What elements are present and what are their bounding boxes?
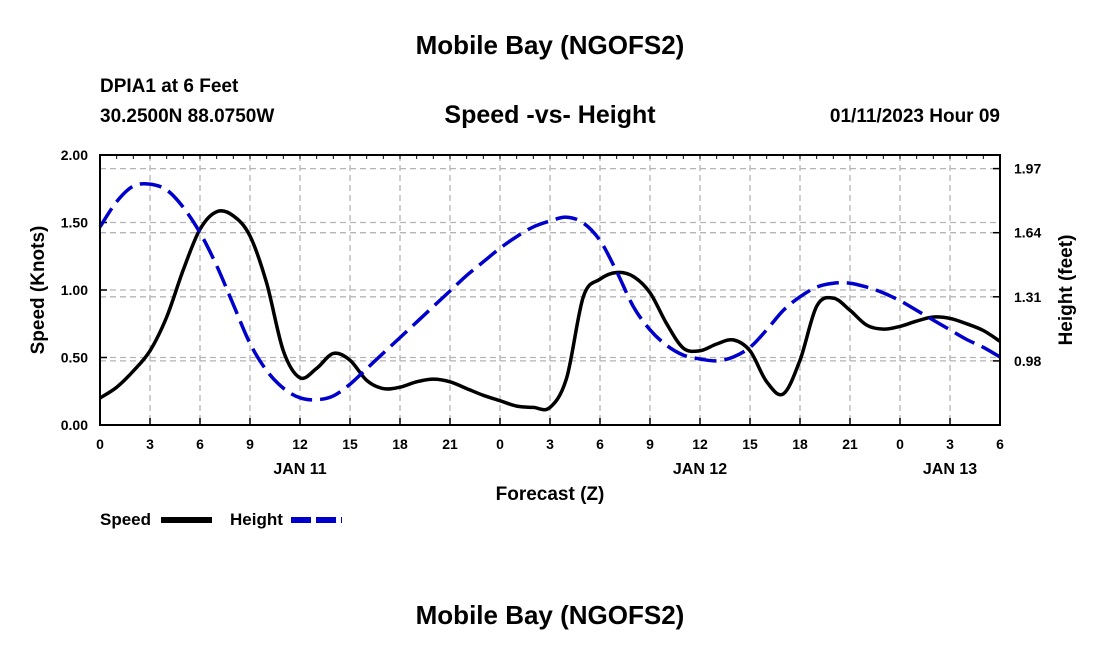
next-chart-title: Mobile Bay (NGOFS2) — [415, 600, 685, 630]
x-tick-label: 0 — [96, 436, 104, 452]
x-axis-label: Forecast (Z) — [496, 484, 605, 505]
axis-labels: 0 3 6 9 12 15 18 21 0 3 6 9 12 15 18 21 0 3 6 0.00 0.50 1.00 1… — [61, 147, 1042, 478]
legend: Speed Height — [100, 510, 342, 529]
station-label: DPIA1 at 6 Feet — [100, 76, 239, 97]
date-label: JAN 11 — [273, 461, 326, 478]
forecast-datetime: 01/11/2023 Hour 09 — [829, 106, 1000, 127]
legend-label-speed: Speed — [100, 510, 151, 529]
y-axis-label: Speed (Knots) — [28, 226, 49, 355]
series-line-speed — [99, 209, 1001, 412]
x-tick-label: 21 — [442, 436, 458, 452]
x-tick-label: 15 — [742, 436, 758, 452]
y2-tick-label: 1.97 — [1014, 161, 1041, 177]
x-tick-label: 9 — [246, 436, 254, 452]
y-tick-label: 1.00 — [61, 282, 88, 298]
y2-tick-label: 1.64 — [1014, 225, 1041, 241]
date-label: JAN 13 — [923, 461, 977, 478]
x-tick-label: 6 — [596, 436, 604, 452]
x-tick-label: 3 — [546, 436, 554, 452]
x-tick-label: 15 — [342, 436, 358, 452]
date-label: JAN 12 — [673, 461, 727, 478]
x-tick-label: 3 — [946, 436, 954, 452]
y-tick-label: 2.00 — [61, 147, 88, 163]
chart-main-title: Mobile Bay (NGOFS2) — [415, 30, 685, 60]
x-tick-label: 18 — [792, 436, 808, 452]
x-tick-label: 0 — [896, 436, 904, 452]
x-tick-label: 6 — [196, 436, 204, 452]
plot-frame — [99, 154, 1001, 426]
series-lines — [98, 181, 1001, 412]
x-tick-label: 18 — [392, 436, 408, 452]
x-tick-label: 21 — [842, 436, 858, 452]
x-tick-label: 3 — [146, 436, 154, 452]
x-tick-label: 9 — [646, 436, 654, 452]
chart-subtitle: Speed -vs- Height — [444, 101, 656, 129]
y2-tick-label: 1.31 — [1014, 289, 1041, 305]
y-tick-label: 1.50 — [61, 215, 88, 231]
station-coordinates: 30.2500N 88.0750W — [100, 106, 275, 127]
x-tick-label: 0 — [496, 436, 504, 452]
y2-tick-label: 0.98 — [1014, 353, 1041, 369]
y-tick-label: 0.50 — [61, 350, 88, 366]
x-tick-label: 12 — [692, 436, 708, 452]
x-tick-label: 6 — [996, 436, 1004, 452]
series-line-height — [98, 181, 1001, 402]
x-tick-label: 12 — [292, 436, 308, 452]
y-tick-label: 0.00 — [61, 417, 88, 433]
y2-axis-label: Height (feet) — [1056, 235, 1077, 346]
grid-lines — [100, 155, 1000, 425]
legend-label-height: Height — [230, 510, 283, 529]
